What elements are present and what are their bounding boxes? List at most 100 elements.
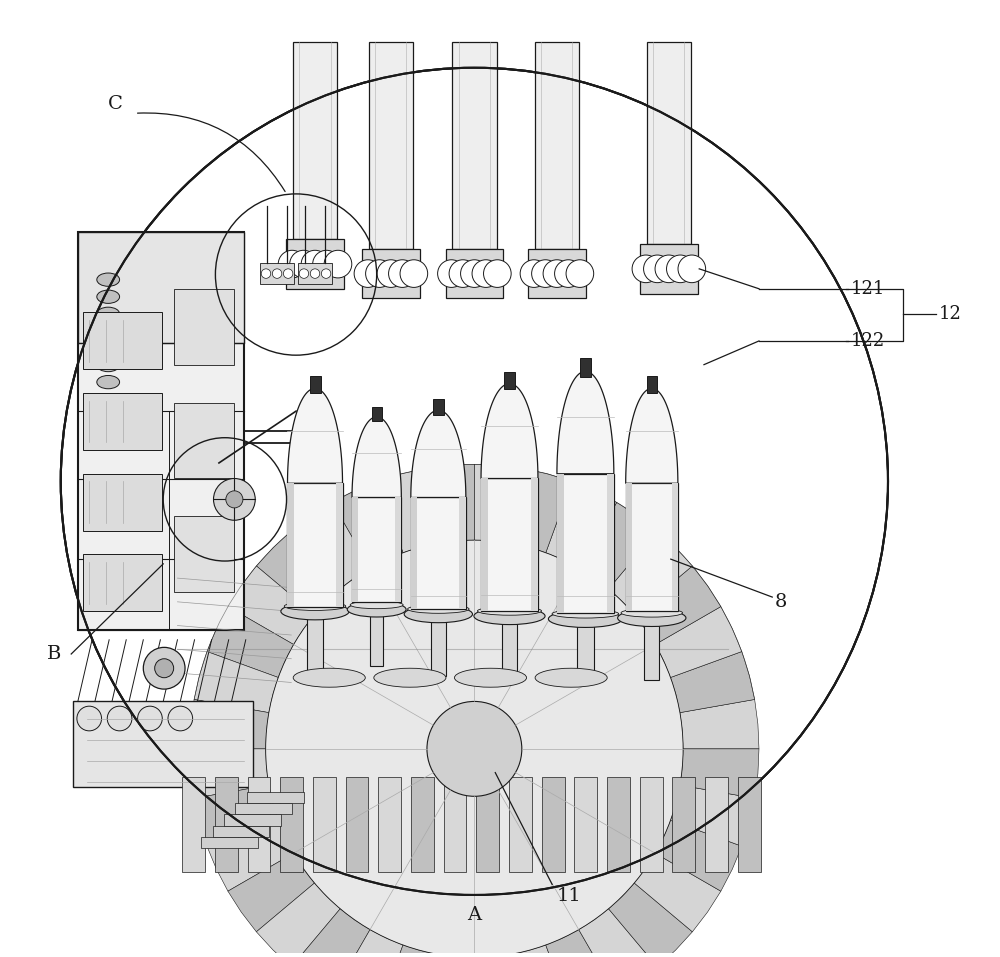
Bar: [644, 618, 659, 679]
Text: 11: 11: [557, 887, 582, 905]
Circle shape: [667, 255, 694, 282]
Polygon shape: [546, 929, 617, 957]
Bar: [369, 42, 413, 249]
Circle shape: [438, 259, 465, 287]
Bar: [73, 701, 253, 787]
Circle shape: [77, 706, 102, 731]
Ellipse shape: [97, 324, 120, 338]
Polygon shape: [256, 883, 340, 957]
Ellipse shape: [97, 290, 120, 303]
Circle shape: [678, 255, 706, 282]
Bar: [247, 791, 304, 803]
Circle shape: [532, 259, 559, 287]
Ellipse shape: [408, 605, 469, 613]
Circle shape: [644, 255, 671, 282]
Circle shape: [272, 269, 282, 278]
Ellipse shape: [97, 359, 120, 371]
Bar: [235, 803, 292, 814]
Bar: [705, 777, 728, 872]
Text: A: A: [467, 906, 481, 924]
Circle shape: [389, 259, 416, 287]
Bar: [287, 483, 294, 607]
Polygon shape: [634, 566, 721, 644]
Ellipse shape: [350, 601, 403, 609]
Polygon shape: [287, 389, 343, 483]
Polygon shape: [671, 785, 755, 846]
Circle shape: [313, 251, 340, 278]
Polygon shape: [332, 929, 403, 957]
Circle shape: [400, 259, 428, 287]
Circle shape: [377, 259, 405, 287]
Bar: [672, 483, 678, 612]
Bar: [626, 483, 632, 612]
Polygon shape: [228, 566, 315, 644]
Polygon shape: [207, 820, 294, 891]
Polygon shape: [680, 700, 759, 749]
Bar: [352, 498, 401, 602]
Bar: [535, 42, 579, 249]
Circle shape: [310, 269, 320, 278]
Ellipse shape: [548, 611, 622, 628]
Bar: [83, 313, 162, 369]
Bar: [310, 376, 321, 393]
Bar: [372, 407, 382, 421]
Bar: [557, 474, 614, 613]
Polygon shape: [546, 481, 617, 568]
Circle shape: [449, 259, 477, 287]
Bar: [174, 289, 234, 365]
Ellipse shape: [454, 668, 527, 687]
Polygon shape: [291, 909, 370, 957]
Ellipse shape: [621, 609, 683, 617]
Ellipse shape: [97, 342, 120, 355]
Ellipse shape: [97, 307, 120, 321]
Circle shape: [278, 251, 306, 278]
Circle shape: [461, 259, 488, 287]
Bar: [607, 474, 614, 613]
Bar: [444, 777, 466, 872]
Circle shape: [354, 259, 382, 287]
Ellipse shape: [374, 668, 446, 687]
Polygon shape: [194, 785, 278, 846]
Circle shape: [107, 706, 132, 731]
Bar: [509, 777, 532, 872]
Circle shape: [283, 269, 293, 278]
Bar: [201, 837, 258, 849]
Bar: [336, 483, 343, 607]
Bar: [298, 263, 332, 284]
Bar: [182, 777, 205, 872]
Bar: [481, 478, 538, 612]
Circle shape: [155, 658, 174, 678]
Polygon shape: [377, 945, 438, 957]
Ellipse shape: [618, 610, 686, 627]
Bar: [213, 826, 269, 837]
Bar: [574, 777, 597, 872]
Circle shape: [520, 259, 548, 287]
Circle shape: [290, 251, 317, 278]
Polygon shape: [671, 652, 755, 713]
Bar: [83, 554, 162, 612]
Ellipse shape: [535, 668, 607, 687]
Polygon shape: [655, 607, 742, 678]
Bar: [411, 498, 466, 610]
Bar: [378, 777, 401, 872]
Ellipse shape: [284, 602, 346, 611]
Ellipse shape: [293, 668, 365, 687]
Circle shape: [555, 259, 582, 287]
Circle shape: [61, 68, 888, 895]
Circle shape: [427, 701, 522, 796]
Bar: [83, 474, 162, 531]
Polygon shape: [474, 954, 524, 957]
Ellipse shape: [347, 602, 406, 617]
Bar: [528, 249, 586, 299]
Circle shape: [366, 259, 393, 287]
Polygon shape: [228, 854, 315, 932]
Bar: [215, 777, 238, 872]
Bar: [78, 232, 244, 344]
Bar: [346, 777, 368, 872]
Polygon shape: [680, 749, 759, 798]
Circle shape: [143, 647, 185, 689]
Polygon shape: [190, 749, 269, 798]
Bar: [83, 393, 162, 450]
Bar: [395, 498, 401, 602]
Bar: [78, 232, 244, 631]
